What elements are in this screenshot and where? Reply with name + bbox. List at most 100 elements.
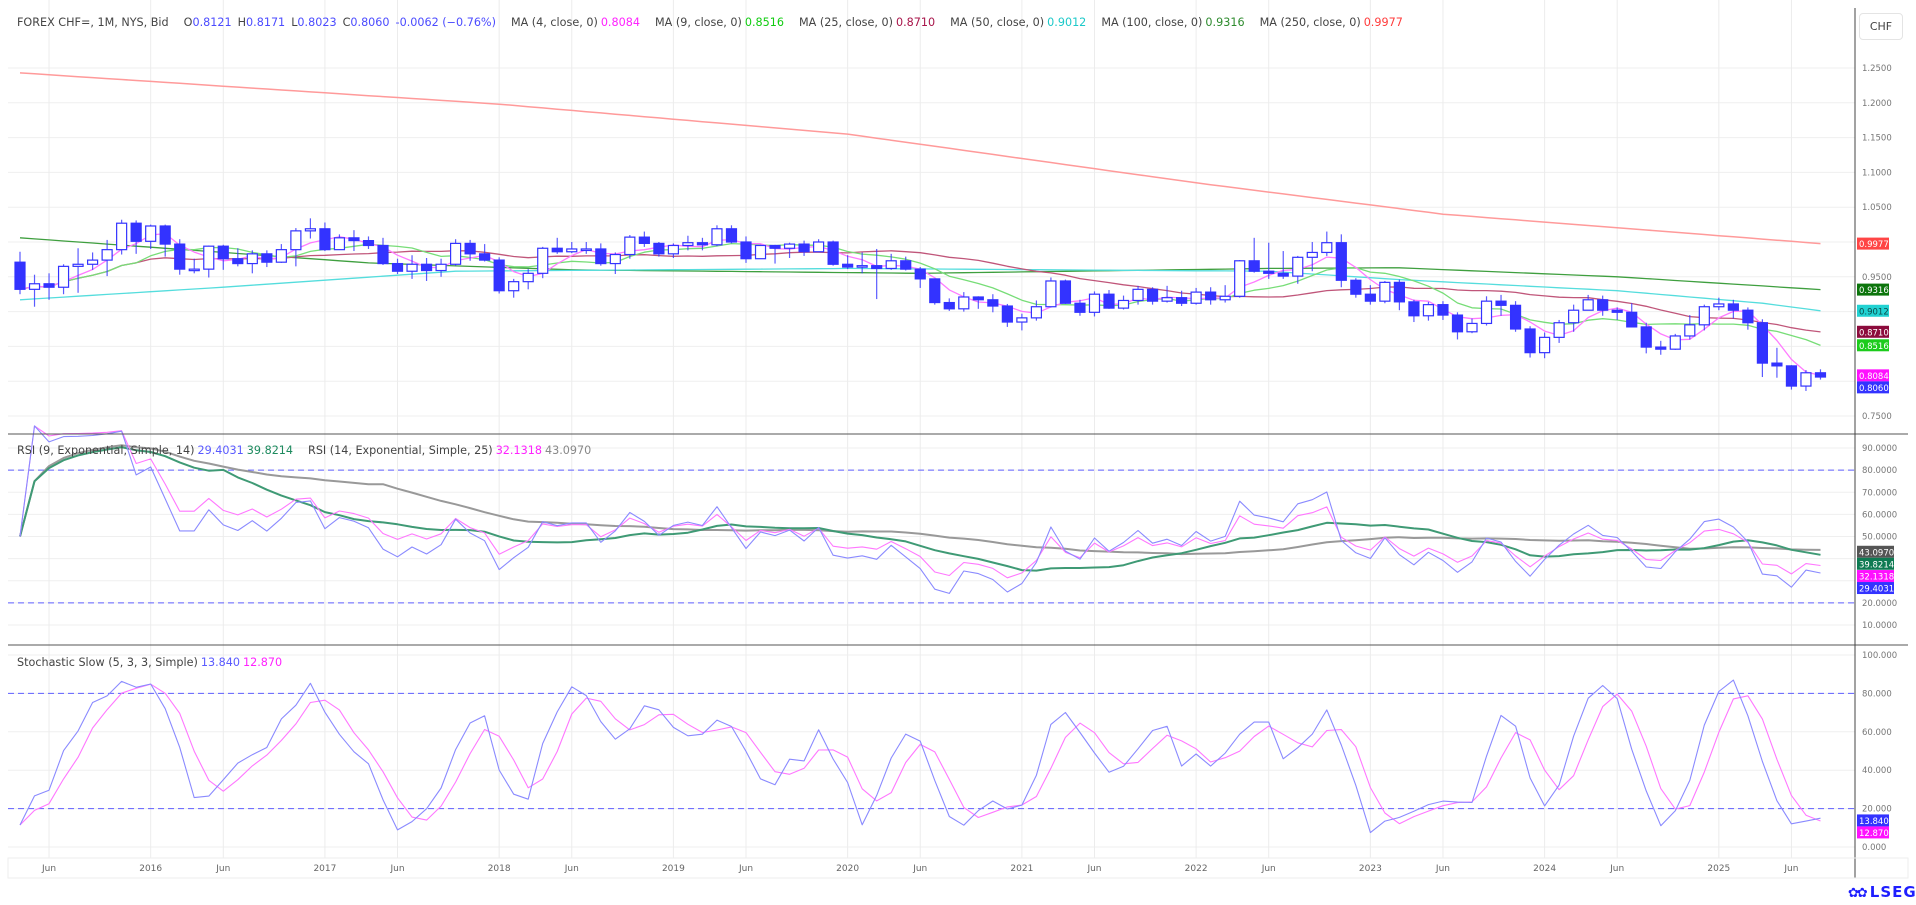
- candle: [1408, 299, 1420, 323]
- candle-body: [508, 281, 520, 292]
- candle-body: [667, 244, 680, 255]
- candle: [116, 219, 128, 255]
- candle-body: [101, 249, 113, 261]
- stochastic-title: Stochastic Slow (5, 3, 3, Simple): [17, 656, 198, 669]
- candle-body: [1669, 335, 1681, 350]
- axes: Jun 2016 Jun 2017 Jun 2018 Jun 2019 Jun 2020 Jun 20…: [7, 8, 1909, 879]
- candle-body: [1190, 291, 1202, 304]
- candle-body: [1030, 306, 1043, 319]
- candle: [57, 264, 70, 295]
- x-tick-label: 2020: [836, 864, 859, 874]
- currency-button[interactable]: CHF: [1859, 13, 1903, 40]
- candle-body: [57, 265, 70, 288]
- candle: [1146, 287, 1159, 305]
- candle: [508, 278, 520, 298]
- candle: [435, 258, 447, 277]
- rsi14-signal-line: [19, 444, 1821, 556]
- candle-body: [1698, 306, 1710, 326]
- candle: [72, 248, 84, 293]
- ma-label: MA (250, close, 0): [1259, 16, 1361, 29]
- change-value: -0.0062 (−0.76%): [395, 16, 496, 29]
- candle: [972, 296, 984, 309]
- last-value-tag-text: 13.840: [1859, 817, 1889, 827]
- ma-value: 0.9316: [1205, 16, 1245, 29]
- candle: [275, 244, 287, 263]
- candle: [1103, 290, 1115, 309]
- y-tick-label: 1.0500: [1862, 203, 1892, 213]
- y-tick-label: 90.0000: [1862, 444, 1897, 454]
- stochastic-d-line: [19, 683, 1821, 826]
- x-tick-label: 2021: [1010, 864, 1033, 874]
- candle: [667, 243, 680, 259]
- candle: [28, 274, 41, 307]
- candle: [740, 236, 752, 263]
- candle-body: [1582, 299, 1594, 311]
- stochastic-k-line: [19, 679, 1821, 834]
- candle-body: [464, 242, 476, 255]
- price-pane: [14, 72, 1827, 391]
- y-tick-label: 100.000: [1862, 651, 1897, 661]
- candle-body: [696, 242, 709, 246]
- candle-body: [580, 248, 592, 252]
- candle: [1161, 285, 1173, 303]
- candle-body: [551, 247, 563, 253]
- y-tick-label: 80.000: [1862, 689, 1892, 699]
- candle-body: [1117, 299, 1130, 309]
- last-value-tag-text: 39.8214: [1859, 560, 1894, 570]
- candle-body: [609, 253, 621, 265]
- candle-body: [174, 243, 186, 270]
- candle-body: [1016, 317, 1028, 323]
- last-value-tag-bg: [1857, 545, 1894, 558]
- candle: [101, 239, 113, 277]
- candle: [653, 242, 665, 257]
- candle: [493, 257, 505, 294]
- candle: [1335, 234, 1347, 288]
- last-value-tag-text: 0.8710: [1859, 328, 1889, 338]
- ma250-line: [19, 72, 1821, 245]
- candle-body: [871, 265, 883, 270]
- candle: [551, 237, 563, 254]
- x-tick-label: 2018: [488, 864, 511, 874]
- grid-lines: [8, 0, 1855, 858]
- candle: [769, 244, 781, 264]
- y-tick-label: 0.7500: [1862, 412, 1892, 422]
- candle: [1379, 280, 1391, 304]
- candle: [188, 258, 200, 274]
- candle: [304, 218, 316, 239]
- last-value-tag-bg: [1857, 304, 1889, 317]
- candle: [1727, 299, 1739, 319]
- x-tick-label: Jun: [1609, 864, 1624, 874]
- candle-body: [493, 259, 505, 292]
- candle-body: [1088, 293, 1101, 313]
- candle-body: [1437, 304, 1449, 316]
- candle: [145, 224, 157, 249]
- last-value-tag-bg: [1857, 570, 1894, 583]
- candle-body: [943, 301, 955, 310]
- candle-body: [1538, 336, 1551, 354]
- candle: [929, 278, 941, 305]
- ohlc-value: 0.8171: [246, 16, 286, 29]
- last-value-tag-text: 0.8084: [1859, 372, 1889, 382]
- last-value-tag: 0.8516: [1857, 339, 1889, 352]
- candle-body: [203, 245, 215, 270]
- last-value-tag-text: 32.1318: [1859, 573, 1894, 583]
- x-tick-label: Jun: [1261, 864, 1276, 874]
- x-tick-label: 2016: [139, 864, 162, 874]
- candle: [609, 252, 621, 275]
- candle-body: [362, 240, 375, 247]
- last-value-tag-text: 0.8060: [1859, 384, 1889, 394]
- candle: [391, 258, 404, 275]
- candle: [812, 239, 825, 253]
- candle-body: [275, 249, 287, 263]
- candle-body: [450, 242, 462, 265]
- last-value-tag-text: 0.9977: [1859, 240, 1889, 250]
- candle: [580, 242, 592, 254]
- stochastic-legend: Stochastic Slow (5, 3, 3, Simple) 13.840 1…: [17, 656, 285, 669]
- last-value-tag: 32.1318: [1857, 570, 1894, 583]
- candle-body: [1306, 251, 1318, 258]
- candle-body: [130, 222, 142, 242]
- rsi9-line: [19, 425, 1821, 594]
- candle-body: [72, 263, 84, 267]
- last-value-tag: 13.840: [1857, 814, 1889, 827]
